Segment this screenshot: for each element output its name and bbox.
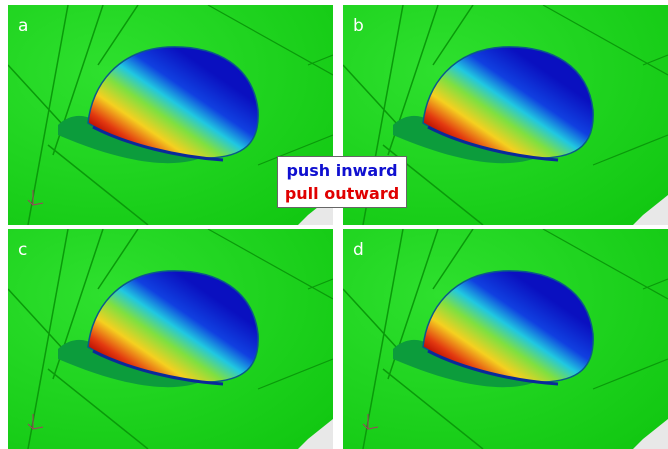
legend-push: push inward (278, 159, 406, 182)
panel-label: c (18, 240, 27, 260)
panel: c (8, 229, 333, 449)
panel-label: b (353, 16, 364, 36)
panel-label: a (18, 16, 28, 36)
panel: d (343, 229, 668, 449)
figure: a b c d push inward pull outward (0, 0, 668, 449)
legend: push inward pull outward (277, 156, 407, 208)
page: a b c d push inward pull outward (() => … (0, 0, 668, 449)
legend-pull: pull outward (278, 182, 406, 205)
panel-label: d (353, 240, 364, 260)
